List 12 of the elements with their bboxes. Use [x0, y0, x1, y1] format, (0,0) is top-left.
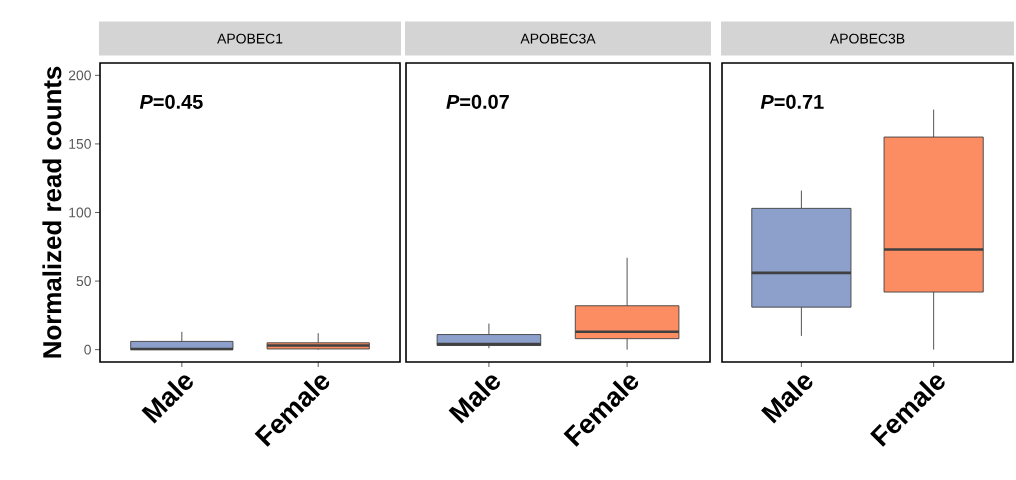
chart-title: APOBEC3A — [520, 33, 596, 44]
y-axis-title: Normalized read counts — [42, 66, 62, 358]
y-tick-label: 50 — [76, 276, 91, 287]
y-tick-label: 150 — [69, 138, 91, 149]
y-tick-label: 0 — [84, 344, 91, 355]
chart-title: APOBEC1 — [217, 33, 283, 44]
y-tick-label: 200 — [68, 70, 91, 81]
annotation: P=0.71 — [760, 94, 824, 109]
y-tick-label: 100 — [69, 207, 91, 218]
chart-title: APOBEC3B — [829, 33, 905, 44]
annotation: P=0.07 — [446, 94, 509, 109]
annotation: P=0.45 — [139, 94, 203, 109]
